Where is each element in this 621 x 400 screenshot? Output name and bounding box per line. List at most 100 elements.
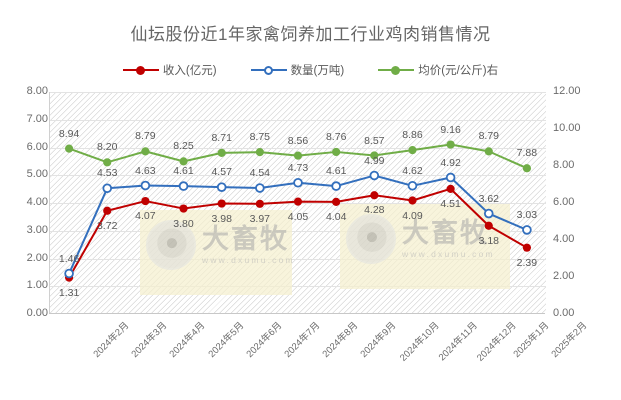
left-axis-tick-label: 3.00 [26,223,48,236]
gridline [50,175,546,177]
right-axis-tick-label: 12.00 [553,85,581,97]
right-axis-tick-label: 10.00 [553,122,581,134]
data-point-marker[interactable] [178,181,189,191]
left-axis-tick-label: 8.00 [26,85,48,97]
data-point-label: 3.72 [96,219,118,232]
data-point-marker[interactable] [217,199,226,208]
data-point-marker[interactable] [522,225,532,235]
data-point-marker[interactable] [522,243,532,252]
data-point-marker[interactable] [64,268,74,279]
x-axis-tick-label: 2025年2月 [549,320,590,361]
x-axis-tick-label: 2024年2月 [91,320,132,361]
right-axis-tick-label: 8.00 [553,159,575,171]
data-point-label: 2.39 [516,256,538,269]
gridline [50,147,546,149]
data-point-marker[interactable] [103,206,112,215]
data-point-label: 8.75 [249,131,271,144]
left-axis-tick-label: 1.00 [26,279,48,292]
data-point-label: 9.16 [440,123,461,136]
data-point-marker[interactable] [484,221,493,230]
gridline [50,230,546,232]
data-point-marker[interactable] [179,204,188,213]
data-point-marker[interactable] [255,183,265,193]
data-point-label: 4.92 [440,156,461,169]
data-point-label: 4.61 [173,165,194,178]
x-axis-tick-label: 2024年3月 [129,320,170,361]
data-point-label: 8.20 [96,141,118,154]
left-axis-tick-label: 4.00 [26,196,48,208]
data-point-marker[interactable] [370,191,379,200]
data-point-label: 1.46 [58,252,80,265]
data-point-marker[interactable] [446,140,455,149]
data-point-marker[interactable] [255,148,264,157]
data-point-label: 4.62 [402,164,423,177]
legend-item[interactable]: 数量(万吨) [250,62,345,78]
data-point-marker[interactable] [141,196,150,206]
data-point-marker[interactable] [64,144,74,153]
data-point-marker[interactable] [103,158,112,167]
data-point-marker[interactable] [370,151,379,160]
data-point-label: 8.79 [135,130,156,143]
gridline [50,119,546,121]
x-axis-tick-label: 2024年5月 [205,320,246,361]
data-point-marker[interactable] [217,148,226,157]
data-point-marker[interactable] [522,164,532,173]
data-point-marker[interactable] [179,157,188,166]
data-point-marker[interactable] [369,170,380,181]
data-point-label: 8.94 [58,127,80,140]
chart-title: 仙坛股份近1年家禽饲养加工行业鸡肉销售情况 [130,25,491,44]
legend-item[interactable]: 均价(元/公斤)右 [378,62,498,78]
data-point-label: 4.73 [287,161,309,174]
x-axis-tick-label: 2024年7月 [282,320,323,361]
data-point-marker[interactable] [332,197,341,206]
data-point-marker[interactable] [484,147,493,156]
data-point-marker[interactable] [408,145,417,155]
legend-label: 数量(万吨) [290,65,345,77]
data-point-label: 8.25 [173,140,194,153]
gridline [50,286,546,288]
data-point-marker[interactable] [408,196,417,205]
data-point-marker[interactable] [141,147,150,156]
data-point-marker[interactable] [446,184,455,193]
data-point-marker[interactable] [140,180,151,191]
data-point-marker[interactable] [331,181,341,191]
x-axis-tick-label: 2024年11月 [436,320,480,364]
series-line [68,174,528,274]
data-point-marker[interactable] [445,172,456,183]
data-point-label: 4.99 [364,154,385,167]
gridline [50,92,546,93]
x-axis-tick-label: 2024年10月 [398,320,442,364]
x-axis-tick-label: 2024年9月 [358,320,399,361]
data-point-marker[interactable] [293,151,303,160]
gridline [50,258,546,260]
right-axis-tick-label: 2.00 [553,270,575,282]
data-point-marker[interactable] [407,180,418,191]
data-point-label: 7.88 [516,147,538,160]
data-point-label: 4.54 [249,167,271,179]
left-axis-tick-label: 2.00 [26,251,48,264]
data-point-label: 3.62 [478,192,500,205]
legend-label: 收入(亿元) [162,65,217,77]
data-point-marker[interactable] [332,147,341,157]
x-axis-line [49,313,545,314]
data-point-label: 4.05 [287,210,309,223]
x-axis-tick-label: 2024年8月 [320,320,361,361]
data-point-marker[interactable] [102,183,113,194]
data-point-marker[interactable] [216,182,227,192]
plot-area: 大畜牧 www.dxumu.com 大畜牧 www.dxumu.com 1.31… [49,92,546,314]
legend-marker-icon [122,64,159,76]
legend-item[interactable]: 收入(亿元) [122,62,217,78]
x-axis-tick-label: 2024年12月 [474,320,519,364]
data-point-marker[interactable] [483,208,494,219]
right-axis-tick-label: 6.00 [553,196,575,208]
left-axis-tick-label: 7.00 [26,112,48,125]
data-point-label: 3.80 [173,217,194,230]
data-point-label: 4.04 [325,210,347,223]
data-point-label: 4.53 [96,167,118,180]
data-point-marker[interactable] [293,197,303,206]
data-point-label: 8.79 [478,130,500,143]
data-point-marker[interactable] [293,177,303,188]
data-point-marker[interactable] [255,199,264,208]
x-axis-tick-label: 2024年4月 [167,320,208,361]
